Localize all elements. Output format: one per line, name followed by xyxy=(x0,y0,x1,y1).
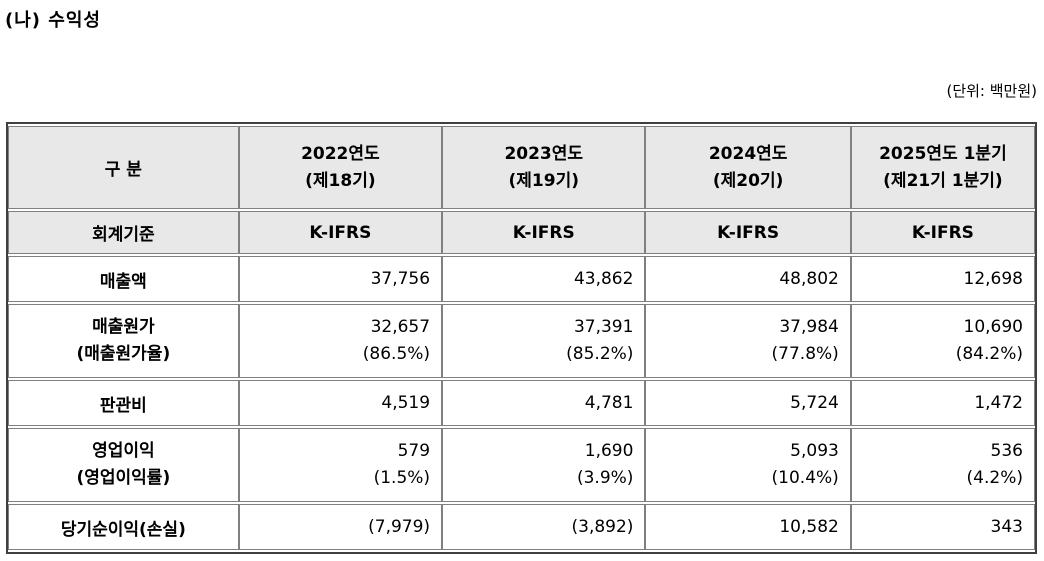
sga-2025q1: 1,472 xyxy=(850,380,1035,426)
cost-of-sales-label-main: 매출원가 xyxy=(92,317,155,337)
header-2024-term: (제20기) xyxy=(712,170,784,191)
cost-of-sales-label: 매출원가 (매출원가율) xyxy=(8,304,239,378)
profitability-table: 구 분 2022연도 (제18기) 2023연도 (제19기) 2024연도 (… xyxy=(6,122,1037,554)
accounting-standard-2023: K-IFRS xyxy=(442,211,646,254)
revenue-2022: 37,756 xyxy=(238,256,443,302)
operating-profit-2022-value: 579 xyxy=(397,441,431,461)
net-income-label: 당기순이익(손실) xyxy=(8,504,239,550)
net-income-2023: (3,892) xyxy=(442,504,646,550)
header-2023: 2023연도 (제19기) xyxy=(442,126,646,209)
cost-of-sales-2024-ratio: (77.8%) xyxy=(771,344,839,364)
header-gubun: 구 분 xyxy=(8,126,239,209)
header-2022: 2022연도 (제18기) xyxy=(238,126,443,209)
cost-of-sales-2024-value: 37,984 xyxy=(779,317,839,337)
sga-label: 판관비 xyxy=(8,380,239,426)
operating-profit-2024: 5,093 (10.4%) xyxy=(645,428,851,502)
table-row-operating-profit: 영업이익 (영업이익률) 579 (1.5%) 1,690 (3.9%) 5,0… xyxy=(8,428,1035,502)
net-income-2025q1: 343 xyxy=(850,504,1035,550)
operating-profit-2022-ratio: (1.5%) xyxy=(373,468,431,488)
operating-profit-label-sub: (영업이익률) xyxy=(76,468,171,488)
table-row-revenue: 매출액 37,756 43,862 48,802 12,698 xyxy=(8,256,1035,302)
operating-profit-2023-value: 1,690 xyxy=(584,441,634,461)
cost-of-sales-2024: 37,984 (77.8%) xyxy=(645,304,851,378)
net-income-2024: 10,582 xyxy=(645,504,851,550)
accounting-standard-label: 회계기준 xyxy=(8,211,239,254)
header-2024: 2024연도 (제20기) xyxy=(645,126,851,209)
cost-of-sales-2025q1-ratio: (84.2%) xyxy=(955,344,1023,364)
operating-profit-2022: 579 (1.5%) xyxy=(238,428,443,502)
header-2023-year: 2023연도 xyxy=(504,143,584,164)
operating-profit-2024-ratio: (10.4%) xyxy=(771,468,839,488)
sga-2023: 4,781 xyxy=(442,380,646,426)
table-row-cost-of-sales: 매출원가 (매출원가율) 32,657 (86.5%) 37,391 (85.2… xyxy=(8,304,1035,378)
accounting-standard-2022: K-IFRS xyxy=(238,211,443,254)
operating-profit-label: 영업이익 (영업이익률) xyxy=(8,428,239,502)
operating-profit-2025q1: 536 (4.2%) xyxy=(850,428,1035,502)
revenue-label: 매출액 xyxy=(8,256,239,302)
table-row-net-income: 당기순이익(손실) (7,979) (3,892) 10,582 343 xyxy=(8,504,1035,550)
revenue-2025q1: 12,698 xyxy=(850,256,1035,302)
header-2025q1-term: (제21기 1분기) xyxy=(883,170,1003,191)
accounting-standard-row: 회계기준 K-IFRS K-IFRS K-IFRS K-IFRS xyxy=(8,211,1035,254)
accounting-standard-2025q1: K-IFRS xyxy=(850,211,1035,254)
section-title: (나) 수익성 xyxy=(5,10,101,31)
sga-2024: 5,724 xyxy=(645,380,851,426)
header-2023-term: (제19기) xyxy=(508,170,579,191)
header-2025q1-year: 2025연도 1분기 xyxy=(879,143,1007,164)
net-income-2022: (7,979) xyxy=(238,504,443,550)
table-header-row: 구 분 2022연도 (제18기) 2023연도 (제19기) 2024연도 (… xyxy=(8,126,1035,209)
revenue-2024: 48,802 xyxy=(645,256,851,302)
accounting-standard-2024: K-IFRS xyxy=(645,211,851,254)
cost-of-sales-label-sub: (매출원가율) xyxy=(76,344,171,364)
unit-note: (단위: 백만원) xyxy=(946,82,1037,100)
header-2022-year: 2022연도 xyxy=(301,143,380,164)
operating-profit-2025q1-value: 536 xyxy=(990,441,1023,461)
cost-of-sales-2022-value: 32,657 xyxy=(370,317,431,337)
cost-of-sales-2023-ratio: (85.2%) xyxy=(566,344,634,364)
cost-of-sales-2023-value: 37,391 xyxy=(573,317,634,337)
cost-of-sales-2023: 37,391 (85.2%) xyxy=(442,304,646,378)
operating-profit-label-main: 영업이익 xyxy=(92,441,155,461)
header-2022-term: (제18기) xyxy=(305,170,376,191)
header-2024-year: 2024연도 xyxy=(708,143,788,164)
cost-of-sales-2025q1: 10,690 (84.2%) xyxy=(850,304,1035,378)
operating-profit-2024-value: 5,093 xyxy=(790,441,839,461)
operating-profit-2023: 1,690 (3.9%) xyxy=(442,428,646,502)
operating-profit-2023-ratio: (3.9%) xyxy=(576,468,634,488)
operating-profit-2025q1-ratio: (4.2%) xyxy=(966,468,1023,488)
header-2025q1: 2025연도 1분기 (제21기 1분기) xyxy=(850,126,1035,209)
cost-of-sales-2025q1-value: 10,690 xyxy=(963,317,1023,337)
sga-2022: 4,519 xyxy=(238,380,443,426)
table-row-sga: 판관비 4,519 4,781 5,724 1,472 xyxy=(8,380,1035,426)
cost-of-sales-2022-ratio: (86.5%) xyxy=(362,344,431,364)
revenue-2023: 43,862 xyxy=(442,256,646,302)
cost-of-sales-2022: 32,657 (86.5%) xyxy=(238,304,443,378)
